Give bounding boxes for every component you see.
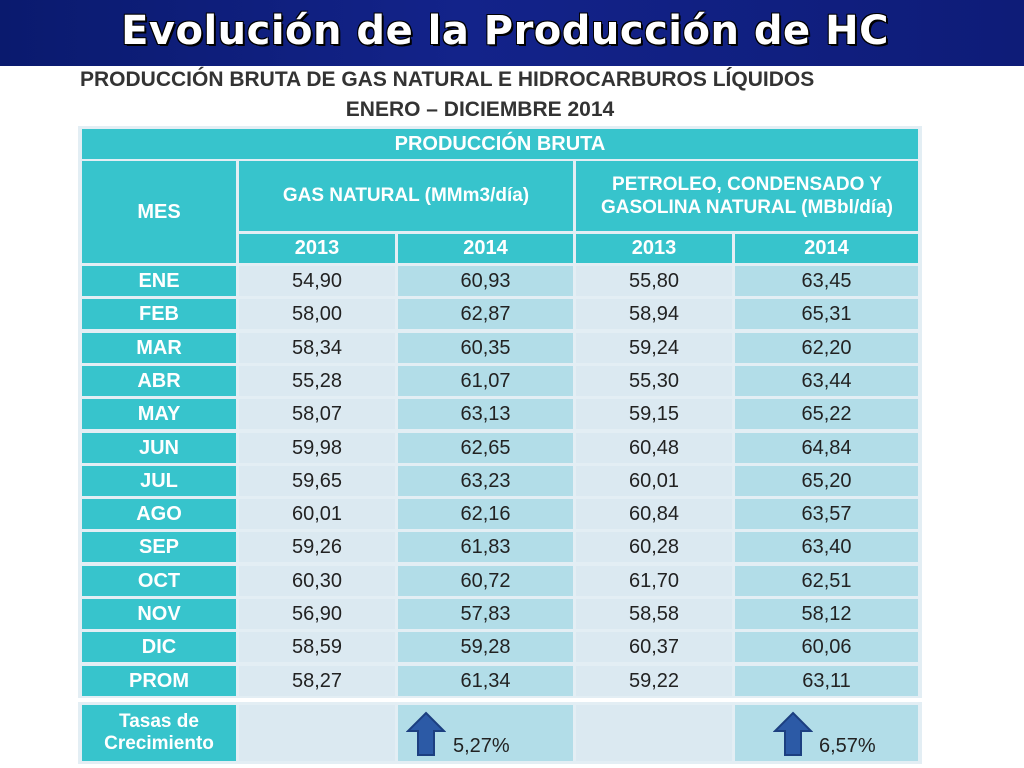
header-mes: MES (82, 161, 236, 263)
gas-2013-cell: 58,07 (239, 399, 395, 429)
liq-2014-cell: 65,31 (735, 299, 918, 329)
liq-2013-cell: 60,48 (576, 433, 732, 463)
liq-2014-cell: 63,11 (735, 666, 918, 696)
liq-2014-cell: 64,84 (735, 433, 918, 463)
liq-2013-cell: 59,24 (576, 333, 732, 363)
growth-liq-2013-empty (576, 705, 732, 761)
header-produccion-bruta: PRODUCCIÓN BRUTA (82, 129, 918, 159)
gas-2014-cell: 59,28 (398, 632, 573, 662)
gas-2014-cell: 61,07 (398, 366, 573, 396)
gas-2014-cell: 62,87 (398, 299, 573, 329)
liq-2014-cell: 60,06 (735, 632, 918, 662)
header-year-liq-2013: 2013 (576, 234, 732, 263)
title-banner (0, 0, 1024, 66)
liq-2014-cell: 63,40 (735, 532, 918, 562)
growth-gas-cell: 5,27% (398, 705, 573, 761)
gas-2014-cell: 60,35 (398, 333, 573, 363)
liq-2014-cell: 63,45 (735, 266, 918, 296)
gas-2014-cell: 60,93 (398, 266, 573, 296)
liq-2014-cell: 62,51 (735, 566, 918, 596)
gas-2013-cell: 58,59 (239, 632, 395, 662)
gas-2013-cell: 58,34 (239, 333, 395, 363)
month-cell: JUN (82, 433, 236, 463)
liq-2014-cell: 58,12 (735, 599, 918, 629)
month-cell: MAY (82, 399, 236, 429)
month-cell: SEP (82, 532, 236, 562)
slide-title: Evolución de la Producción de HC (121, 8, 889, 54)
gas-2014-cell: 63,13 (398, 399, 573, 429)
growth-gas-2013-empty (239, 705, 395, 761)
header-petroleo: PETROLEO, CONDENSADO Y GASOLINA NATURAL … (576, 161, 918, 231)
gas-2013-cell: 59,65 (239, 466, 395, 496)
month-cell: OCT (82, 566, 236, 596)
header-year-liq-2014: 2014 (735, 234, 918, 263)
header-year-gas-2014: 2014 (398, 234, 573, 263)
gas-2014-cell: 60,72 (398, 566, 573, 596)
gas-2014-cell: 62,65 (398, 433, 573, 463)
month-cell: FEB (82, 299, 236, 329)
liq-2014-cell: 62,20 (735, 333, 918, 363)
up-arrow-icon (406, 711, 446, 756)
growth-liq-cell: 6,57% (735, 705, 918, 761)
table-title: PRODUCCIÓN BRUTA DE GAS NATURAL E HIDROC… (80, 68, 815, 91)
liq-2013-cell: 58,58 (576, 599, 732, 629)
liq-2013-cell: 59,22 (576, 666, 732, 696)
production-table: PRODUCCIÓN BRUTA MES GAS NATURAL (MMm3/d… (78, 126, 922, 698)
gas-2013-cell: 59,26 (239, 532, 395, 562)
month-cell: ENE (82, 266, 236, 296)
up-arrow-icon (773, 711, 813, 756)
growth-gas-value: 5,27% (453, 735, 510, 757)
liq-2013-cell: 60,84 (576, 499, 732, 529)
liq-2013-cell: 55,30 (576, 366, 732, 396)
month-cell: NOV (82, 599, 236, 629)
gas-2014-cell: 57,83 (398, 599, 573, 629)
gas-2013-cell: 60,30 (239, 566, 395, 596)
liq-2013-cell: 58,94 (576, 299, 732, 329)
gas-2014-cell: 63,23 (398, 466, 573, 496)
month-cell: ABR (82, 366, 236, 396)
liq-2013-cell: 55,80 (576, 266, 732, 296)
month-cell: AGO (82, 499, 236, 529)
header-gas-natural: GAS NATURAL (MMm3/día) (239, 161, 573, 231)
header-year-gas-2013: 2013 (239, 234, 395, 263)
gas-2013-cell: 56,90 (239, 599, 395, 629)
liq-2013-cell: 59,15 (576, 399, 732, 429)
liq-2013-cell: 60,01 (576, 466, 732, 496)
gas-2014-cell: 61,83 (398, 532, 573, 562)
month-cell: DIC (82, 632, 236, 662)
gas-2013-cell: 55,28 (239, 366, 395, 396)
month-cell: JUL (82, 466, 236, 496)
gas-2014-cell: 61,34 (398, 666, 573, 696)
liq-2014-cell: 63,57 (735, 499, 918, 529)
gas-2013-cell: 58,00 (239, 299, 395, 329)
gas-2013-cell: 54,90 (239, 266, 395, 296)
liq-2014-cell: 63,44 (735, 366, 918, 396)
growth-label: Tasas de Crecimiento (82, 705, 236, 761)
liq-2013-cell: 61,70 (576, 566, 732, 596)
growth-liq-value: 6,57% (819, 735, 876, 757)
liq-2014-cell: 65,22 (735, 399, 918, 429)
gas-2014-cell: 62,16 (398, 499, 573, 529)
gas-2013-cell: 60,01 (239, 499, 395, 529)
growth-row: Tasas de Crecimiento 5,27% 6,57% (78, 702, 922, 764)
gas-2013-cell: 58,27 (239, 666, 395, 696)
liq-2014-cell: 65,20 (735, 466, 918, 496)
liq-2013-cell: 60,37 (576, 632, 732, 662)
table-subtitle: ENERO – DICIEMBRE 2014 (345, 98, 615, 121)
gas-2013-cell: 59,98 (239, 433, 395, 463)
month-cell: MAR (82, 333, 236, 363)
month-cell: PROM (82, 666, 236, 696)
liq-2013-cell: 60,28 (576, 532, 732, 562)
